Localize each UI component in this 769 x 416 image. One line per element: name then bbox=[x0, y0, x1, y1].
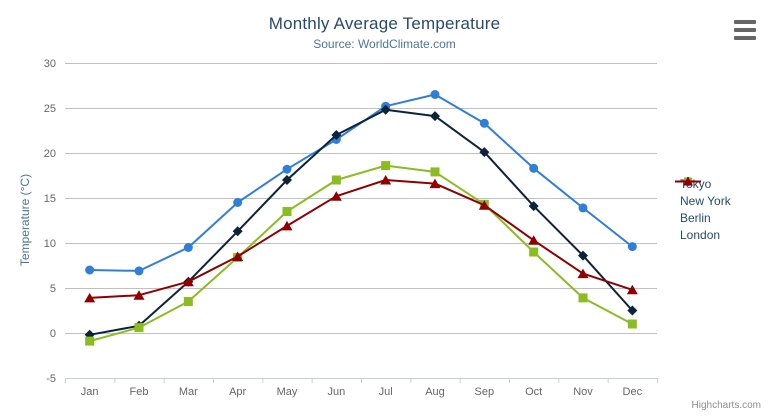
y-axis-label: -5 bbox=[46, 373, 56, 385]
data-point-berlin-may[interactable] bbox=[282, 207, 292, 216]
data-point-new-york-aug[interactable] bbox=[430, 111, 440, 122]
x-axis-label: Jul bbox=[379, 386, 393, 398]
data-point-berlin-dec[interactable] bbox=[627, 319, 637, 329]
data-point-berlin-jun[interactable] bbox=[331, 175, 341, 185]
hamburger-menu-icon bbox=[734, 20, 756, 24]
y-axis-label: 25 bbox=[44, 103, 56, 115]
data-point-tokyo-feb[interactable] bbox=[134, 266, 144, 276]
data-point-tokyo-oct[interactable] bbox=[529, 163, 539, 173]
data-point-berlin-nov[interactable] bbox=[578, 293, 588, 303]
data-point-london-dec[interactable] bbox=[626, 284, 638, 295]
chart-subtitle: Source: WorldClimate.com bbox=[313, 37, 456, 51]
data-point-new-york-may[interactable] bbox=[282, 175, 292, 185]
data-point-london-nov[interactable] bbox=[577, 268, 589, 279]
y-axis-label: 15 bbox=[44, 193, 56, 205]
x-axis-label: Oct bbox=[525, 386, 542, 398]
chart-title: Monthly Average Temperature bbox=[268, 14, 501, 33]
data-point-new-york-oct[interactable] bbox=[528, 201, 539, 212]
y-axis-label: 30 bbox=[44, 58, 56, 70]
x-axis-label: Feb bbox=[130, 386, 149, 398]
data-point-new-york-dec[interactable] bbox=[627, 305, 638, 316]
export-menu-button[interactable] bbox=[734, 20, 758, 40]
data-point-new-york-jul[interactable] bbox=[380, 104, 391, 115]
legend: Tokyo New York Berlin London bbox=[675, 175, 731, 243]
data-point-tokyo-may[interactable] bbox=[282, 164, 292, 174]
data-point-berlin-mar[interactable] bbox=[183, 297, 193, 306]
data-point-new-york-apr[interactable] bbox=[232, 226, 243, 237]
y-axis-label: 10 bbox=[44, 238, 56, 250]
data-point-berlin-jan[interactable] bbox=[85, 336, 95, 346]
x-axis-label: May bbox=[277, 386, 298, 398]
data-point-berlin-aug[interactable] bbox=[430, 167, 440, 177]
series-line-berlin bbox=[88, 164, 634, 343]
x-axis-label: Jan bbox=[81, 386, 99, 398]
x-axis-label: Apr bbox=[229, 386, 246, 398]
series-line-new-york bbox=[88, 108, 634, 336]
data-point-berlin-jul[interactable] bbox=[381, 161, 391, 171]
series-line-london bbox=[88, 179, 634, 299]
legend-label: London bbox=[680, 227, 721, 242]
data-point-new-york-sep[interactable] bbox=[479, 147, 490, 158]
legend-item-london[interactable]: London bbox=[675, 176, 731, 243]
data-point-new-york-jun[interactable] bbox=[331, 130, 342, 140]
y-axis-label: 0 bbox=[50, 328, 56, 340]
hamburger-menu-icon bbox=[734, 28, 756, 32]
data-point-london-sep[interactable] bbox=[478, 200, 490, 210]
data-point-tokyo-nov[interactable] bbox=[578, 203, 588, 213]
legend-label: Berlin bbox=[680, 210, 711, 225]
x-axis-label: Sep bbox=[475, 386, 495, 398]
data-point-london-jun[interactable] bbox=[330, 191, 342, 201]
data-point-london-mar[interactable] bbox=[182, 276, 194, 287]
x-axis-label: Nov bbox=[573, 386, 593, 398]
data-point-london-aug[interactable] bbox=[429, 178, 441, 189]
data-point-tokyo-sep[interactable] bbox=[479, 118, 489, 128]
credits-link[interactable]: Highcharts.com bbox=[691, 400, 761, 411]
legend-marker-triangle-icon bbox=[675, 176, 701, 186]
legend-item-new-york[interactable]: New York bbox=[675, 177, 731, 209]
y-axis-label: 5 bbox=[50, 283, 56, 295]
data-point-tokyo-jan[interactable] bbox=[85, 265, 95, 275]
legend-label: New York bbox=[680, 193, 731, 208]
data-point-london-oct[interactable] bbox=[528, 235, 540, 245]
legend-item-berlin[interactable]: Berlin bbox=[675, 177, 731, 226]
data-point-london-feb[interactable] bbox=[133, 290, 145, 300]
x-axis-label: Dec bbox=[623, 386, 643, 398]
data-point-tokyo-mar[interactable] bbox=[183, 243, 193, 252]
x-axis-label: Aug bbox=[425, 386, 445, 398]
data-point-tokyo-aug[interactable] bbox=[430, 90, 440, 99]
data-point-tokyo-dec[interactable] bbox=[627, 242, 637, 252]
x-axis-label: Jun bbox=[327, 386, 345, 398]
data-point-london-may[interactable] bbox=[281, 220, 293, 231]
data-point-tokyo-apr[interactable] bbox=[233, 198, 243, 207]
data-point-new-york-nov[interactable] bbox=[578, 250, 588, 261]
data-point-london-jul[interactable] bbox=[380, 175, 392, 185]
hamburger-menu-icon bbox=[734, 36, 756, 40]
series-line-tokyo bbox=[88, 93, 634, 272]
data-point-london-jan[interactable] bbox=[84, 292, 96, 303]
data-point-berlin-oct[interactable] bbox=[529, 247, 539, 257]
data-point-london-apr[interactable] bbox=[232, 251, 244, 262]
y-axis-label: 20 bbox=[44, 148, 56, 160]
data-point-berlin-feb[interactable] bbox=[134, 323, 144, 333]
x-axis-label: Mar bbox=[179, 386, 198, 398]
